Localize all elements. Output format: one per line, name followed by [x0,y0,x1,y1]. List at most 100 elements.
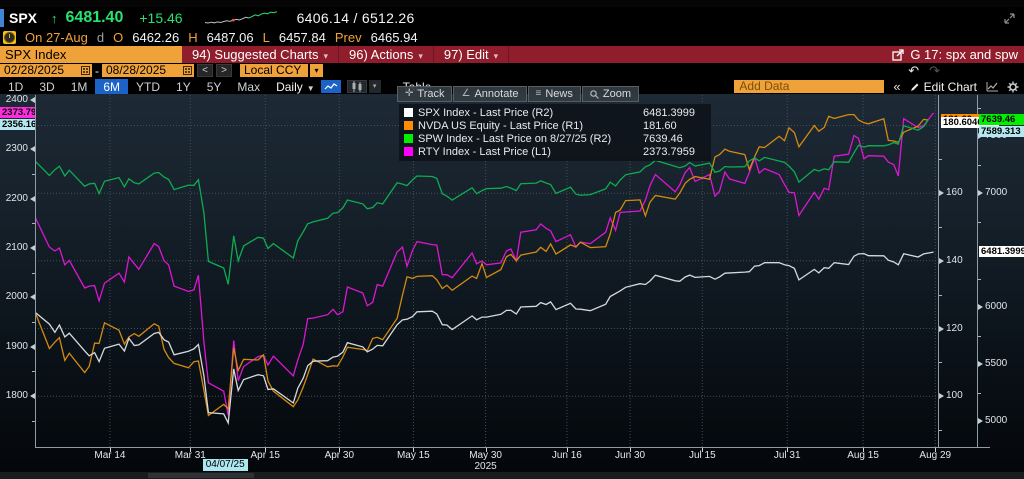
news-button[interactable]: ≡ News [527,86,581,102]
tab-1m[interactable]: 1M [70,79,88,94]
bottom-scroll-thumb[interactable] [148,473,254,478]
currency-caret[interactable]: ▾ [310,64,323,77]
expand-icon[interactable] [1004,12,1015,24]
right-axis2-tick-label: 5000 [985,415,1008,426]
tracked-date-tag: 04/07/25 [202,459,248,471]
chart-legend[interactable]: SPX Index - Last Price (R2) 6481.3999 NVDA… [399,104,711,161]
right-axis2-tick-label: 6000 [985,301,1008,313]
add-data-input[interactable]: Add Data [734,80,885,93]
calendar-icon [183,66,192,75]
right-axis2-minor-tick [978,335,981,337]
chart-settings-icon[interactable] [986,81,999,92]
candle-chart-type-button[interactable] [346,80,367,93]
magnifier-icon [590,89,599,99]
legend-row[interactable]: SPW Index - Last Price on 8/27/25 (R2) 76… [404,132,705,145]
left-axis-tick-label: 2100 [5,242,28,254]
right-axis2-tick [978,418,983,424]
right-axis1-tick [939,257,944,264]
left-axis-minor-tick [32,420,35,422]
redo-button[interactable]: ↷ [929,62,940,78]
legend-label: SPW Index - Last Price on 8/27/25 (R2) [418,132,612,145]
left-axis-minor-tick [32,371,35,373]
frequency-select[interactable]: Daily ▼ [276,79,315,94]
legend-row[interactable]: RTY Index - Last Price (L1) 2373.7959 [404,145,705,158]
end-date-input[interactable]: 08/28/2025 [102,64,194,77]
x-axis-tick-label: Apr 30 [324,450,355,461]
x-axis-tick-label: Apr 15 [250,450,280,461]
left-axis-minor-tick [32,173,35,175]
left-axis-minor-tick [32,322,35,324]
chart-type-caret[interactable]: ▾ [368,80,381,93]
series-nvda-us-equity [35,113,929,417]
left-axis-tick-label: 1900 [5,340,28,352]
session-flag: d [96,30,105,45]
x-axis-tick-label: Jul 15 [688,450,716,461]
annotate-button[interactable]: ∠ Annotate [453,86,527,102]
x-axis-tick-label: Jun 30 [615,450,646,461]
menu-suggested-charts[interactable]: 94) Suggested Charts ▾ [182,46,339,63]
right-axis1-tick-label: 140 [946,254,963,266]
x-axis-tick [485,448,487,452]
gear-icon[interactable] [1007,81,1019,93]
high-value: 6487.06 [206,30,254,45]
legend-label: NVDA US Equity - Last Price (R1) [418,119,584,132]
right-axis2-minor-tick [978,392,981,394]
undo-button[interactable]: ↶ [908,62,920,78]
tab-1d[interactable]: 1D [8,79,24,94]
legend-value: 6481.3999 [643,106,695,119]
series-spx-index [35,251,934,426]
clock-icon [3,31,16,44]
news-icon: ≡ [535,88,542,99]
legend-row[interactable]: NVDA US Equity - Last Price (R1) 181.60 [404,119,705,132]
series-rty-index [35,112,935,416]
left-axis-tick-label: 1800 [5,390,28,402]
left-axis-tick-label: 2000 [5,291,28,303]
collapse-panel-button[interactable]: « [893,79,901,94]
edit-chart-button[interactable]: Edit Chart [910,80,977,94]
x-axis-line [35,447,990,448]
left-axis-tick [30,393,35,400]
last-value-tag: 180.6046 [941,117,999,129]
currency-select[interactable]: Local CCY [240,64,308,77]
last-value-tag: 7639.46 [979,114,1024,126]
tab-1y[interactable]: 1Y [176,79,191,94]
chart-plot[interactable] [35,95,938,447]
x-axis-tick [566,448,568,452]
saved-chart-link[interactable]: G 17: spx and spw [892,47,1024,62]
track-button[interactable]: ✛ Track [397,86,453,102]
legend-value: 7639.46 [643,132,683,145]
right-axis2-minor-tick [978,278,981,280]
prev-period-button[interactable]: < [197,64,213,77]
security-input[interactable]: SPX Index [0,46,182,63]
legend-swatch [404,134,413,143]
top-edge-strip [0,0,1024,7]
tab-ytd[interactable]: YTD [136,79,161,94]
tab-3d[interactable]: 3D [39,79,55,94]
prev-label: Prev [334,30,362,45]
line-chart-type-button[interactable] [320,80,341,93]
tab-5y[interactable]: 5Y [206,79,222,94]
right-axis2-tick [978,190,983,197]
right-axis1-minor-tick [939,227,942,228]
menu-edit[interactable]: 97) Edit ▾ [434,46,510,63]
price-change: +15.46 [139,10,183,26]
tab-6m[interactable]: 6M [95,78,129,95]
legend-row[interactable]: SPX Index - Last Price (R2) 6481.3999 [404,106,705,119]
next-period-button[interactable]: > [216,64,232,77]
start-date-input[interactable]: 02/28/2025 [0,64,92,77]
zoom-button[interactable]: Zoom [581,86,639,102]
menu-actions[interactable]: 96) Actions ▾ [339,46,434,63]
asof-date: On 27-Aug [25,30,88,45]
quote-line: On 27-Aug d O 6462.26 H 6487.06 L 6457.8… [0,29,1024,46]
left-axis-minor-tick [32,223,35,225]
left-axis-tick-label: 2400 [5,93,28,105]
right-axis2-tick [978,361,983,367]
tab-max[interactable]: Max [237,79,261,94]
day-range: 6406.14 / 6512.26 [296,10,415,26]
legend-label: RTY Index - Last Price (L1) [418,145,551,158]
up-arrow-icon: ↑ [51,10,58,26]
right-axis1-minor-tick [939,294,942,296]
x-axis-tick-label: May 15 [396,450,430,461]
last-value-tag: 2356.1628 [0,118,35,130]
right-axis1-line [938,95,939,447]
